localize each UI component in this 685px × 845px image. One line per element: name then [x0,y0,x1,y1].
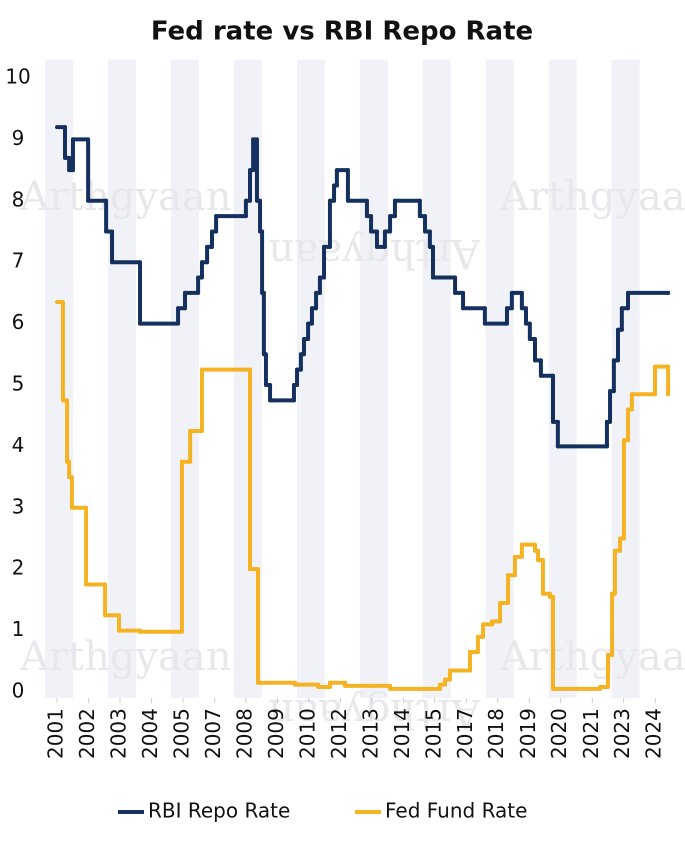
x-tick-label: 2024 [642,708,666,759]
watermark: Arthgyaan [499,174,685,220]
band [45,59,74,699]
watermark: Arthgyaan [268,230,481,276]
watermarks: Arthgyaan Arthgyaan Arthgyaan Arthgyaan Arth… [19,174,685,736]
x-tick-label: 2013 [358,708,382,759]
x-tick-label: 2001 [44,708,68,759]
series-line [55,300,671,691]
band [422,59,451,699]
x-tick-label: 2014 [390,708,414,759]
y-tick-label: 5 [12,371,25,395]
x-tick-label: 2004 [138,708,162,759]
legend-label: Fed Fund Rate [385,799,527,823]
x-tick-label: 2008 [232,708,256,759]
x-tick-label: 2015 [421,708,445,759]
x-tick-label: 2023 [610,708,634,759]
y-tick-label: 6 [12,310,25,334]
watermark: Arthgyaan [19,634,232,680]
y-tick-label: 7 [12,249,25,273]
x-tick-label: 2010 [295,708,319,759]
y-tick-label: 0 [12,678,25,702]
x-tick-label: 2019 [516,708,540,759]
x-tick-label: 2020 [547,708,571,759]
band [359,59,388,699]
series-line [55,125,671,449]
watermark: Arthgyaan [268,690,481,736]
band [107,59,136,699]
y-tick-label: 9 [12,126,25,150]
x-tick-label: 2002 [75,708,99,759]
x-tick-label: 2017 [453,708,477,759]
y-tick-label: 3 [12,494,25,518]
x-tick-label: 2012 [327,708,351,759]
band [296,59,325,699]
y-tick-label: 4 [12,433,25,457]
x-tick-label: 2003 [106,708,130,759]
y-tick-label: 2 [12,556,25,580]
x-tick-label: 2018 [484,708,508,759]
y-tick-label: 8 [12,187,25,211]
chart-title: Fed rate vs RBI Repo Rate [151,17,533,47]
watermark: Arthgyaan [19,174,232,220]
legend-label: RBI Repo Rate [148,799,290,823]
band [170,59,199,699]
x-tick-label: 2009 [264,708,288,759]
y-tick-label: 1 [12,617,25,641]
background-bands [45,59,640,699]
y-tick-label: 10 [5,65,30,89]
x-tick-label: 2005 [169,708,193,759]
x-tick-label: 2021 [579,708,603,759]
watermark: Arthgyaan [499,634,685,680]
x-tick-label: 2007 [201,708,225,759]
